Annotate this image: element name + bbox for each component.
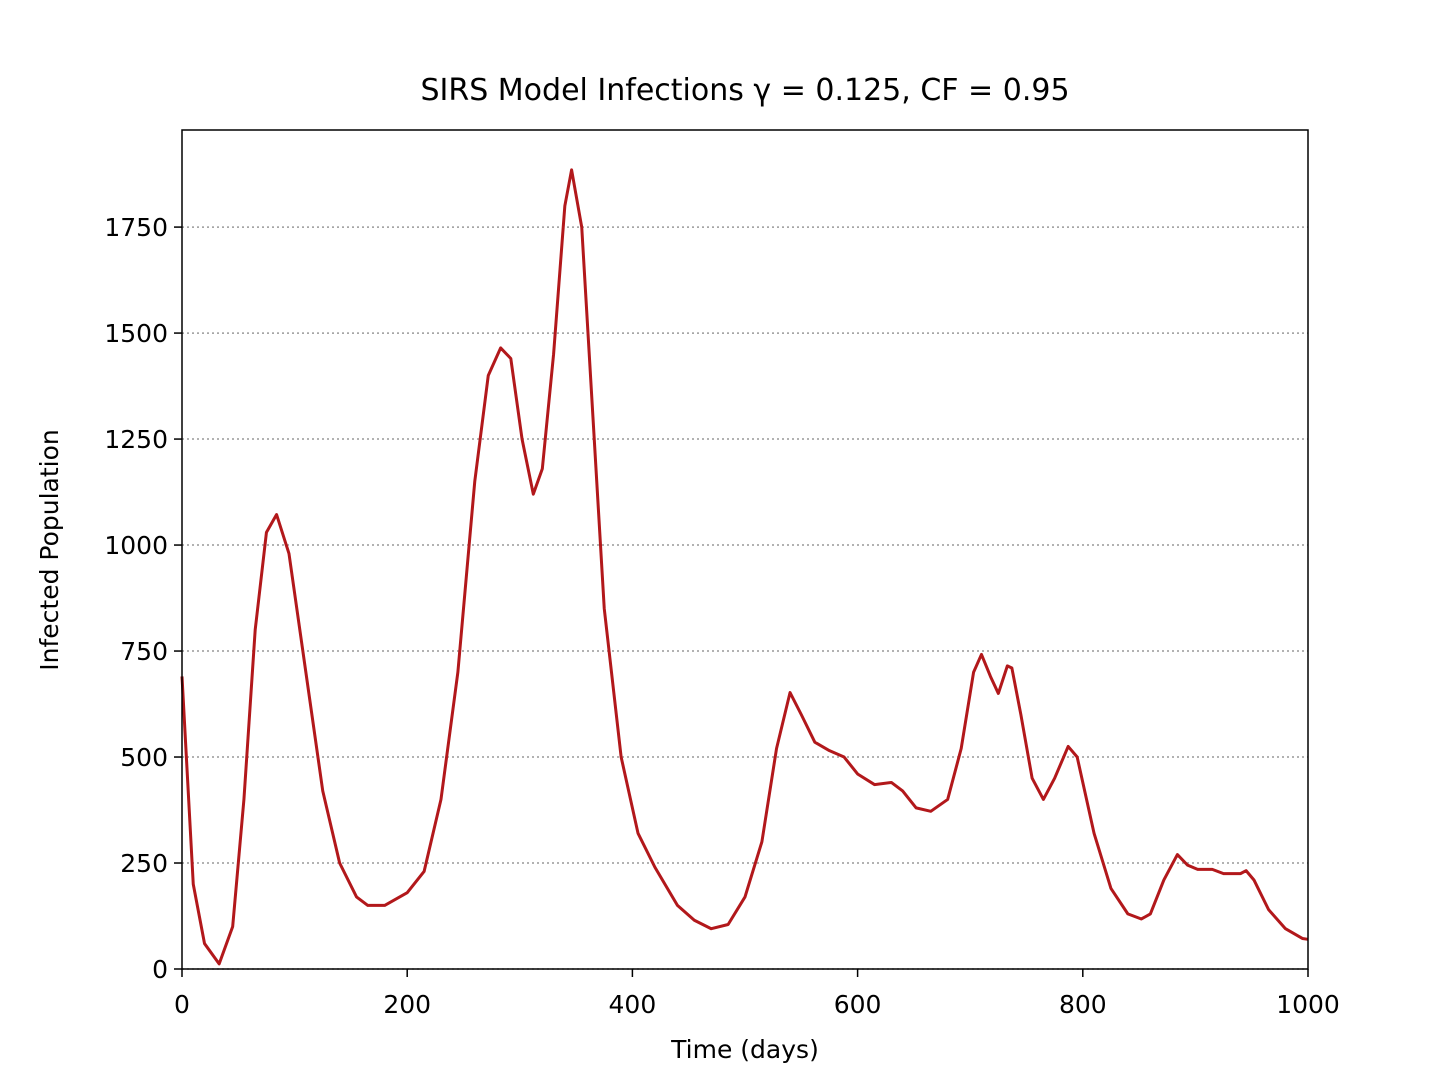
y-tick-label: 1000 (104, 531, 168, 560)
line (180, 168, 1309, 966)
y-tick-label: 500 (120, 743, 168, 772)
y-tick-label: 1250 (104, 425, 168, 454)
y-tick-label: 250 (120, 849, 168, 878)
y-axis-label: Infected Population (35, 429, 64, 671)
y-tick-label: 0 (152, 955, 168, 984)
x-tick-label: 400 (609, 990, 657, 1019)
chart-title: SIRS Model Infections γ = 0.125, CF = 0.… (420, 73, 1069, 108)
y-tick-label: 1750 (104, 213, 168, 242)
y-tick-label: 750 (120, 637, 168, 666)
x-tick-label: 1000 (1276, 990, 1340, 1019)
y-tick-label: 1500 (104, 319, 168, 348)
plot-frame (181, 129, 1309, 970)
x-tick-label: 600 (834, 990, 882, 1019)
x-tick-label: 200 (383, 990, 431, 1019)
x-axis-label: Time (days) (670, 1035, 819, 1064)
x-tick-label: 800 (1059, 990, 1107, 1019)
x-tick-label: 0 (174, 990, 190, 1019)
